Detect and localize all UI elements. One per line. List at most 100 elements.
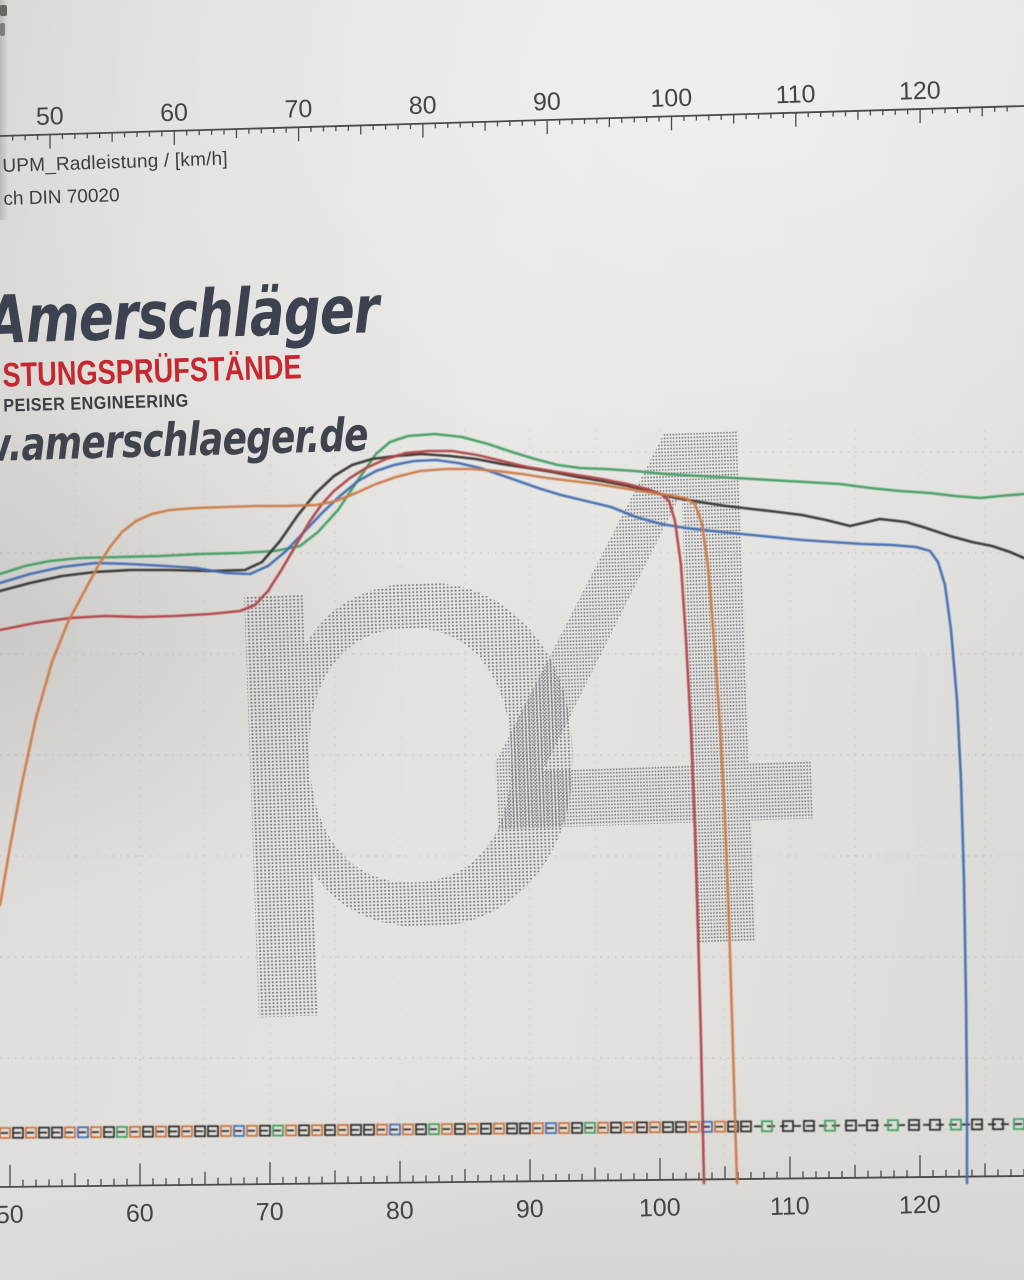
top-axis-tick-label: 70 <box>284 95 313 124</box>
zero-marker-square <box>103 1126 115 1138</box>
zero-marker-square <box>649 1121 661 1134</box>
zero-marker-square <box>181 1125 193 1138</box>
curve-run-red <box>0 449 706 1185</box>
zero-marker-square <box>116 1126 128 1138</box>
top-axis-tick-label: 60 <box>160 99 189 128</box>
zero-marker-square <box>441 1123 453 1135</box>
zero-marker-square <box>866 1119 878 1132</box>
top-axis-tick-label: 100 <box>650 84 692 113</box>
bottom-axis-tick-label: 90 <box>516 1195 545 1224</box>
zero-marker-square <box>480 1122 492 1135</box>
top-axis-tick-label: 110 <box>775 80 816 109</box>
zero-marker-square <box>782 1120 794 1132</box>
zero-marker-square <box>992 1118 1004 1131</box>
zero-marker-square <box>1013 1118 1024 1130</box>
paper-edge-shade <box>0 0 8 220</box>
bottom-axis-tick-label: 60 <box>126 1199 155 1228</box>
zero-marker-square <box>233 1125 245 1137</box>
zero-marker-square <box>558 1122 570 1134</box>
zero-marker-square <box>51 1126 63 1139</box>
zero-marker-square <box>845 1119 857 1132</box>
zero-marker-square <box>662 1121 674 1133</box>
curve-run-green <box>0 432 1024 576</box>
zero-marker-square <box>259 1124 271 1137</box>
zero-marker-square <box>454 1123 466 1135</box>
bottom-axis-tick-label: 120 <box>899 1191 941 1220</box>
zero-marker-square <box>519 1122 531 1135</box>
zero-marker-square <box>0 1127 11 1139</box>
zero-marker-square <box>90 1126 102 1139</box>
zero-marker-square <box>584 1121 596 1134</box>
zero-marker-square <box>545 1122 557 1135</box>
zero-marker-square <box>220 1125 232 1137</box>
top-axis-tick-label: 90 <box>533 88 562 117</box>
curve-run-black <box>0 452 1024 593</box>
zero-marker-square <box>77 1126 89 1139</box>
zero-marker-square <box>824 1119 836 1132</box>
zero-marker-square <box>311 1124 323 1137</box>
zero-marker-square <box>506 1122 518 1135</box>
zero-marker-square <box>887 1119 899 1132</box>
zero-marker-square <box>428 1123 440 1136</box>
photo-corner-speck <box>0 5 7 16</box>
zero-marker-square <box>761 1120 773 1133</box>
zero-marker-square <box>908 1119 920 1131</box>
zero-marker-square <box>155 1125 167 1138</box>
photo-corner-speck <box>0 23 5 36</box>
top-axis-tick-label: 80 <box>408 91 437 120</box>
zero-marker-square <box>129 1125 141 1138</box>
zero-marker-square <box>207 1125 219 1137</box>
zero-marker-square <box>12 1126 24 1139</box>
top-axis-tick-label: 120 <box>899 77 941 106</box>
zero-marker-square <box>324 1124 336 1136</box>
zero-marker-square <box>363 1123 375 1136</box>
zero-marker-square <box>389 1123 401 1136</box>
zero-marker-square <box>636 1121 648 1134</box>
zero-marker-square <box>675 1121 687 1133</box>
zero-marker-square <box>971 1118 983 1131</box>
power-curves <box>0 432 1024 1185</box>
curve-run-blue <box>0 458 969 1185</box>
zero-marker-square <box>337 1124 349 1136</box>
bottom-axis-tick-label: 70 <box>256 1198 285 1227</box>
zero-marker-square <box>597 1121 609 1134</box>
zero-marker-square <box>740 1120 752 1133</box>
zero-marker-square <box>929 1118 941 1131</box>
bottom-x-axis: 50 60 70 80 90 100 110 120 <box>0 1155 1024 1229</box>
curve-run-orange <box>0 467 739 1185</box>
zero-marker-square <box>467 1122 479 1135</box>
zero-marker-square <box>727 1120 739 1133</box>
zero-marker-square <box>493 1122 505 1135</box>
zero-marker-square <box>714 1120 726 1133</box>
zero-marker-square <box>623 1121 635 1134</box>
zero-marker-square <box>688 1121 700 1133</box>
zero-marker-square <box>350 1124 362 1136</box>
zero-marker-square <box>402 1123 414 1136</box>
zero-marker-square <box>285 1124 297 1137</box>
zero-marker-square <box>610 1121 622 1134</box>
bottom-axis-tick-label: 110 <box>770 1192 811 1221</box>
bottom-axis-tick-label: 100 <box>639 1193 681 1222</box>
zero-marker-square <box>298 1124 310 1137</box>
zero-marker-square <box>376 1123 388 1136</box>
zero-marker-square <box>168 1125 180 1138</box>
zero-marker-square <box>25 1126 37 1139</box>
bottom-axis-tick-label: 50 <box>0 1201 24 1230</box>
zero-marker-square <box>571 1122 583 1134</box>
zero-marker-square <box>194 1125 206 1138</box>
zero-marker-square <box>950 1118 962 1131</box>
zero-marker-square <box>64 1126 76 1139</box>
grid-dotted <box>0 430 1024 1160</box>
zero-marker-square <box>803 1120 815 1132</box>
bottom-axis-tick-label: 80 <box>386 1196 415 1225</box>
top-axis-tick-label: 50 <box>36 102 65 131</box>
zero-marker-square <box>272 1124 284 1137</box>
zero-marker-square <box>142 1125 154 1138</box>
zero-line-markers <box>0 1118 1024 1139</box>
top-x-axis: 50 60 70 80 90 100 110 120 <box>0 77 1024 149</box>
zero-marker-square <box>532 1122 544 1135</box>
zero-marker-square <box>415 1123 427 1136</box>
zero-marker-square <box>246 1124 258 1137</box>
